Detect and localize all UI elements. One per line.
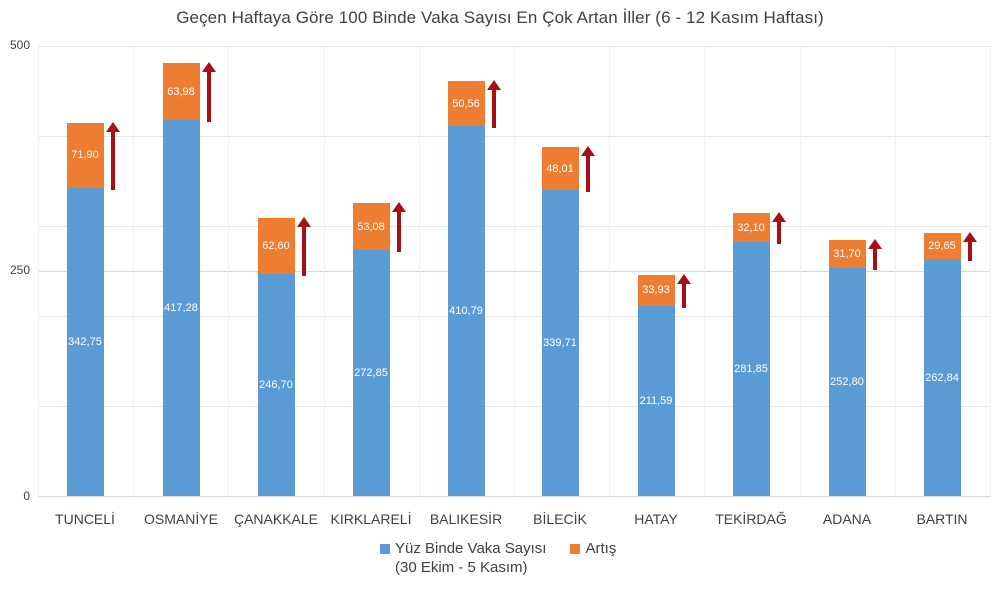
bar-segment-increase: 62,60 bbox=[257, 217, 295, 274]
y-tick-500: 500 bbox=[9, 38, 30, 52]
vertical-gridline bbox=[704, 46, 706, 497]
x-axis-label: ADANA bbox=[822, 511, 872, 527]
data-label-base: 417,28 bbox=[164, 302, 198, 315]
data-label-increase: 29,65 bbox=[928, 240, 956, 253]
up-arrow-icon bbox=[676, 274, 691, 308]
data-label-base: 252,80 bbox=[830, 376, 864, 389]
bar-group: 246,70 62,60 bbox=[257, 216, 311, 496]
bar-group: 342,75 71,90 bbox=[66, 121, 120, 496]
plot-area: 342,75 71,90 417,28 63,98 246,70 62,60 272,85 5… bbox=[38, 46, 991, 497]
bar-segment-increase: 33,93 bbox=[637, 275, 675, 306]
bar-group: 281,85 32,10 bbox=[732, 212, 786, 496]
legend-label-base: Yüz Binde Vaka Sayısı bbox=[395, 540, 547, 557]
bar-group: 410,79 50,56 bbox=[447, 79, 501, 496]
up-arrow-icon bbox=[391, 201, 406, 253]
bar-group: 339,71 48,01 bbox=[541, 146, 595, 496]
vertical-gridline bbox=[990, 46, 991, 497]
up-arrow-icon bbox=[296, 216, 311, 276]
bar-group: 272,85 53,08 bbox=[352, 201, 406, 496]
x-axis-label: BİLECİK bbox=[533, 511, 587, 527]
vertical-gridline bbox=[323, 46, 325, 497]
x-axis-label: ÇANAKKALE bbox=[233, 511, 319, 527]
x-axis-label: BARTIN bbox=[916, 511, 968, 527]
x-axis-label: TUNCELİ bbox=[55, 511, 115, 527]
x-axis-label: KIRKLARELİ bbox=[330, 511, 412, 527]
data-label-base: 339,71 bbox=[543, 337, 577, 350]
bar-segment-base: 410,79 bbox=[447, 126, 485, 496]
up-arrow-icon bbox=[580, 146, 595, 193]
y-tick-250: 250 bbox=[9, 263, 30, 277]
y-tick-0: 0 bbox=[23, 489, 30, 503]
bar-segment-increase: 63,98 bbox=[162, 62, 200, 121]
bar-segment-base: 342,75 bbox=[66, 187, 104, 496]
bar-segment-increase: 32,10 bbox=[732, 213, 770, 243]
data-label-base: 410,79 bbox=[449, 305, 483, 318]
data-label-increase: 71,90 bbox=[71, 149, 99, 162]
data-label-base: 281,85 bbox=[734, 363, 768, 376]
bar-segment-base: 262,84 bbox=[923, 259, 961, 496]
up-arrow-icon bbox=[771, 212, 786, 245]
bar-segment-increase: 53,08 bbox=[352, 202, 390, 251]
data-label-increase: 63,98 bbox=[167, 85, 195, 98]
bar-segment-base: 252,80 bbox=[828, 268, 866, 496]
data-label-base: 272,85 bbox=[354, 367, 388, 380]
x-axis-label: HATAY bbox=[634, 511, 678, 527]
legend: Yüz Binde Vaka Sayısı Artış (30 Ekim - 5… bbox=[380, 540, 616, 576]
data-label-base: 246,70 bbox=[259, 378, 293, 391]
data-label-increase: 50,56 bbox=[452, 97, 480, 110]
up-arrow-icon bbox=[105, 121, 120, 190]
up-arrow-icon bbox=[867, 239, 882, 271]
x-axis-label: TEKİRDAĞ bbox=[715, 511, 787, 527]
data-label-base: 211,59 bbox=[639, 394, 673, 407]
x-axis-label: BALIKESİR bbox=[429, 511, 503, 527]
legend-sublabel-base: (30 Ekim - 5 Kasım) bbox=[395, 559, 528, 576]
up-arrow-icon bbox=[962, 231, 977, 262]
bar-segment-base: 246,70 bbox=[257, 273, 295, 496]
bar-segment-base: 211,59 bbox=[637, 305, 675, 496]
legend-swatch-increase bbox=[570, 543, 581, 554]
chart-title: Geçen Haftaya Göre 100 Binde Vaka Sayısı… bbox=[176, 8, 824, 27]
data-label-increase: 32,10 bbox=[737, 221, 765, 234]
data-label-increase: 31,70 bbox=[833, 248, 861, 261]
up-arrow-icon bbox=[201, 61, 216, 123]
vertical-gridline bbox=[799, 46, 801, 497]
bar-segment-base: 417,28 bbox=[162, 120, 200, 496]
legend-swatch-base bbox=[380, 543, 390, 554]
data-label-base: 262,84 bbox=[925, 371, 959, 384]
vertical-gridline bbox=[133, 46, 135, 497]
vertical-gridline bbox=[609, 46, 611, 497]
bar-segment-base: 272,85 bbox=[352, 250, 390, 496]
vertical-gridline bbox=[418, 46, 420, 497]
bar-segment-increase: 50,56 bbox=[447, 80, 485, 127]
vertical-gridline bbox=[228, 46, 230, 497]
bar-segment-increase: 29,65 bbox=[923, 232, 961, 260]
vertical-gridline bbox=[514, 46, 515, 497]
vertical-gridline bbox=[894, 46, 896, 497]
bar-segment-increase: 71,90 bbox=[66, 122, 104, 188]
data-label-increase: 33,93 bbox=[642, 284, 670, 297]
data-label-increase: 53,08 bbox=[357, 220, 385, 233]
vertical-gridline bbox=[38, 46, 39, 497]
bar-segment-base: 281,85 bbox=[732, 242, 770, 496]
bar-group: 252,80 31,70 bbox=[828, 239, 882, 496]
data-label-increase: 48,01 bbox=[546, 162, 574, 175]
bar-group: 262,84 29,65 bbox=[923, 231, 977, 496]
bar-segment-increase: 48,01 bbox=[541, 147, 579, 191]
legend-label-increase: Artış bbox=[585, 540, 617, 557]
data-label-base: 342,75 bbox=[68, 335, 102, 348]
bar-group: 211,59 33,93 bbox=[637, 274, 691, 496]
up-arrow-icon bbox=[486, 79, 501, 129]
data-label-increase: 62,60 bbox=[262, 239, 290, 252]
bar-segment-increase: 31,70 bbox=[828, 239, 866, 269]
bar-segment-base: 339,71 bbox=[541, 190, 579, 496]
x-axis-label: OSMANİYE bbox=[144, 511, 218, 527]
bar-group: 417,28 63,98 bbox=[162, 61, 216, 496]
